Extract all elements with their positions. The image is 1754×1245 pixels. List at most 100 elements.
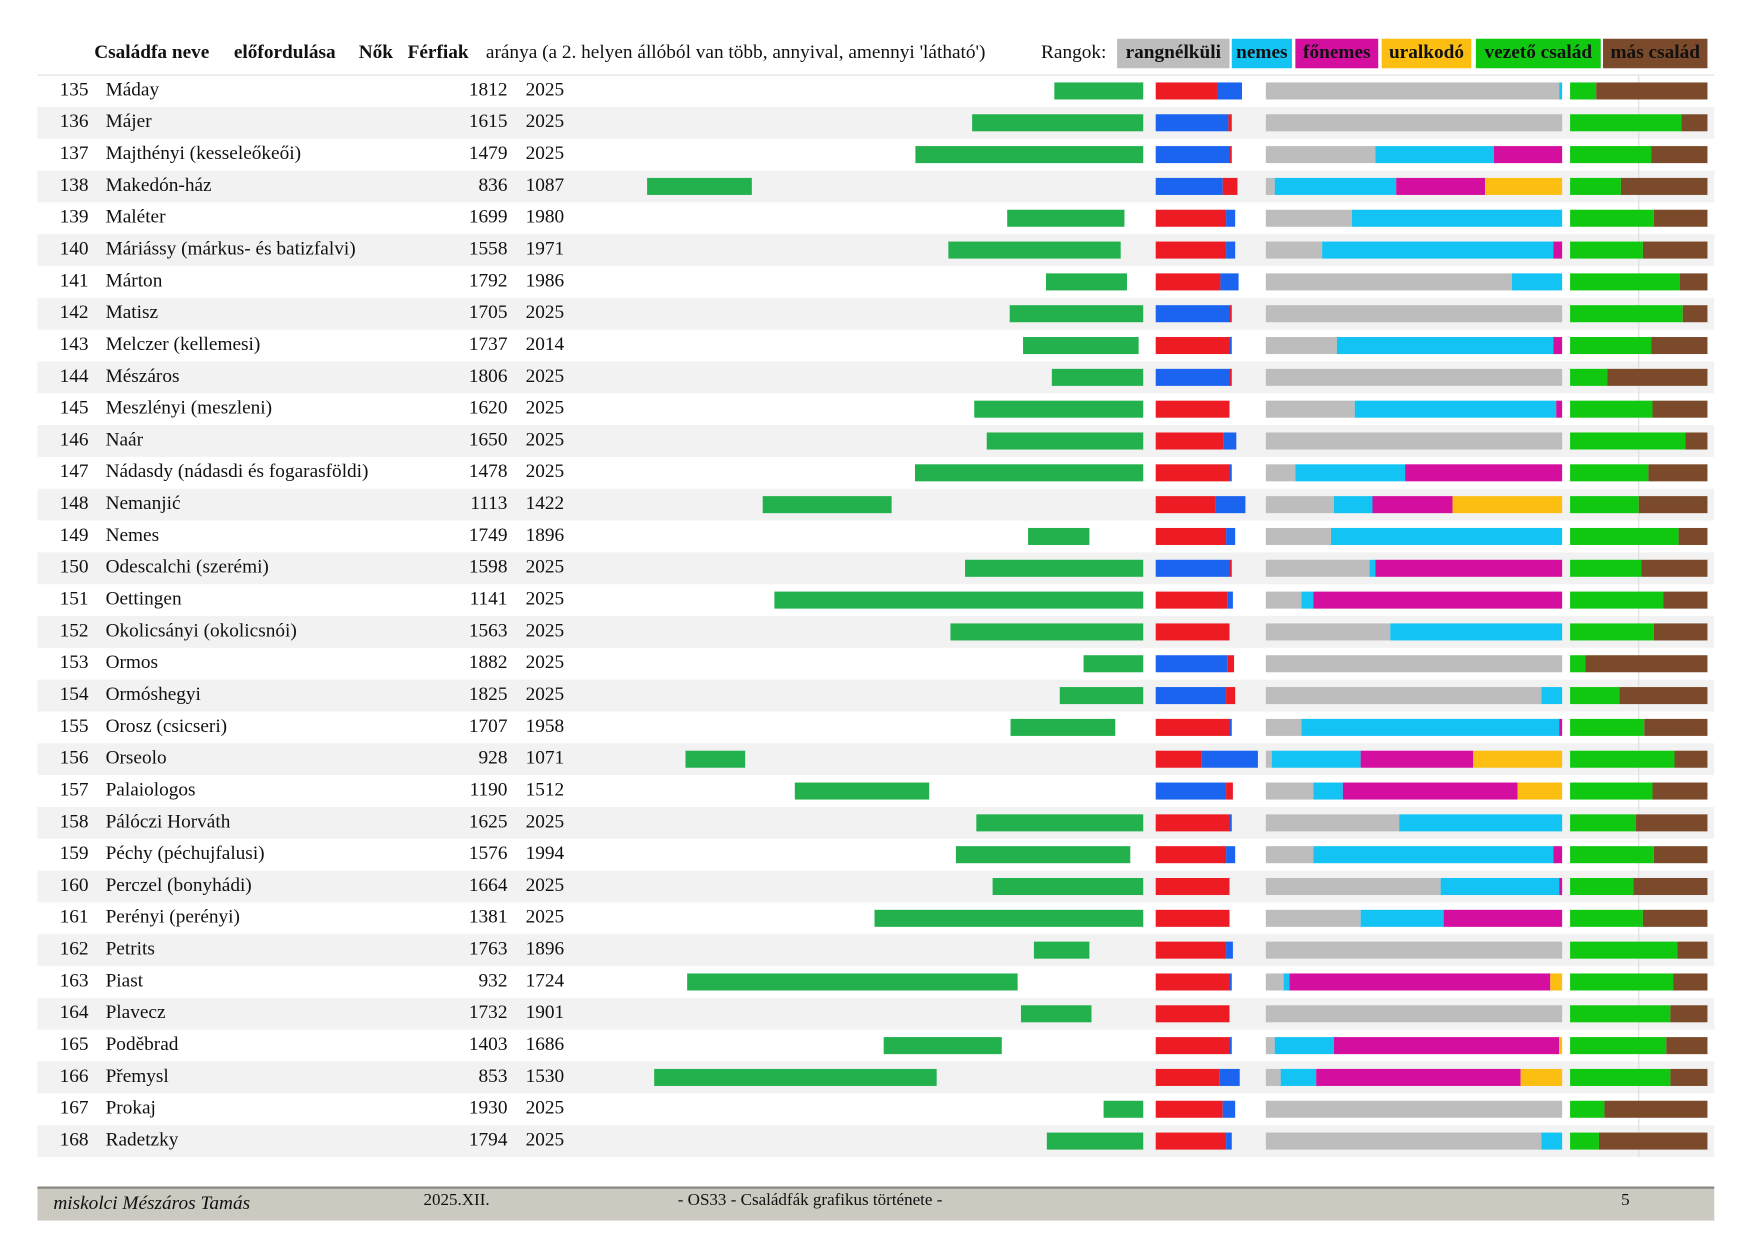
men-bar — [1220, 273, 1239, 291]
header-men: Férfiak — [408, 42, 469, 63]
presence-bar — [1083, 655, 1144, 673]
rank-bar — [1265, 655, 1563, 673]
row-name: Radetzky — [106, 1130, 179, 1151]
other-family-bar — [1674, 750, 1708, 768]
men-bar — [1229, 814, 1232, 832]
row-number: 160 — [60, 875, 89, 896]
other-family-bar — [1638, 496, 1708, 514]
row-number: 155 — [60, 716, 89, 737]
other-family-bar — [1673, 973, 1708, 991]
row-number: 136 — [60, 111, 89, 132]
row-end: 2014 — [526, 334, 565, 355]
leader-bar — [1570, 973, 1674, 991]
footer-doc: - OS33 - Családfák grafikus története - — [678, 1190, 943, 1209]
rank-bar — [1313, 846, 1554, 864]
women-bar — [1155, 496, 1216, 514]
other-family-bar — [1670, 1068, 1708, 1086]
men-bar — [1226, 941, 1233, 959]
rank-bar — [1265, 273, 1512, 291]
men-bar — [1229, 973, 1232, 991]
rank-bar — [1301, 718, 1560, 736]
rank-bar — [1265, 750, 1272, 768]
rank-bar — [1485, 177, 1563, 195]
leader-bar — [1570, 146, 1652, 164]
presence-bar — [950, 623, 1144, 641]
other-family-bar — [1678, 527, 1708, 545]
leader-bar — [1570, 1005, 1671, 1023]
rank-bar — [1265, 973, 1284, 991]
row-start: 1479 — [469, 143, 508, 164]
leader-bar — [1570, 750, 1675, 768]
row-end: 2025 — [526, 79, 565, 100]
row-name: Májer — [106, 111, 153, 132]
men-bar — [1227, 591, 1233, 609]
women-bar — [1155, 973, 1230, 991]
row-end: 1071 — [526, 748, 565, 769]
rank-bar — [1265, 941, 1563, 959]
rank-bar — [1360, 909, 1444, 927]
row-number: 167 — [60, 1098, 89, 1119]
row-name: Melczer (kellemesi) — [106, 334, 261, 355]
row-number: 139 — [60, 207, 89, 228]
row-end: 1986 — [526, 270, 565, 291]
row-name: Plavecz — [106, 1002, 166, 1023]
row-number: 147 — [60, 461, 89, 482]
row-start: 1558 — [469, 238, 508, 259]
row-number: 161 — [60, 907, 89, 928]
row-number: 153 — [60, 652, 89, 673]
row-start: 1792 — [469, 270, 508, 291]
men-bar — [1229, 337, 1232, 355]
row-name: Ormóshegyi — [106, 684, 201, 705]
row-name: Máday — [106, 79, 160, 100]
women-bar — [1155, 209, 1227, 227]
men-bar — [1226, 846, 1236, 864]
other-family-bar — [1644, 718, 1708, 736]
rank-bar — [1265, 687, 1542, 705]
other-family-bar — [1607, 368, 1708, 386]
presence-bar — [687, 973, 1018, 991]
row-end: 2025 — [526, 429, 565, 450]
men-bar — [1222, 1100, 1236, 1118]
men-bar — [1226, 1132, 1232, 1150]
row-start: 1650 — [469, 429, 508, 450]
other-family-bar — [1681, 114, 1708, 132]
rank-bar — [1553, 241, 1563, 259]
other-family-bar — [1604, 1100, 1708, 1118]
row-name: Makedón-ház — [106, 175, 212, 196]
men-bar — [1155, 146, 1230, 164]
presence-bar — [654, 1068, 937, 1086]
row-number: 164 — [60, 1002, 89, 1023]
leader-bar — [1570, 1100, 1605, 1118]
women-bar — [1222, 177, 1238, 195]
presence-bar — [762, 496, 892, 514]
rank-bar — [1541, 687, 1563, 705]
rank-bar — [1473, 750, 1563, 768]
leader-bar — [1570, 909, 1643, 927]
rank-bar — [1265, 114, 1563, 132]
presence-bar — [1059, 687, 1144, 705]
row-number: 141 — [60, 270, 89, 291]
rank-bar — [1265, 846, 1314, 864]
rank-bar — [1559, 877, 1563, 896]
row-end: 2025 — [526, 620, 565, 641]
header-ranks: Rangok: — [1041, 42, 1106, 63]
rank-bar — [1313, 782, 1343, 800]
row-number: 166 — [60, 1066, 89, 1087]
row-name: Maléter — [106, 207, 167, 228]
women-bar — [1155, 909, 1230, 927]
women-bar — [1229, 368, 1232, 386]
other-family-bar — [1653, 623, 1708, 641]
rank-bar — [1342, 782, 1518, 800]
row-end: 2025 — [526, 302, 565, 323]
row-number: 152 — [60, 620, 89, 641]
rank-bar — [1331, 527, 1563, 545]
presence-bar — [1046, 1132, 1144, 1150]
row-start: 1707 — [469, 716, 508, 737]
rank-bar — [1556, 400, 1563, 418]
rank-bar — [1265, 1037, 1275, 1055]
other-family-bar — [1670, 1005, 1708, 1023]
row-start: 1806 — [469, 366, 508, 387]
row-start: 1625 — [469, 811, 508, 832]
row-start: 1381 — [469, 907, 508, 928]
leader-bar — [1570, 877, 1634, 896]
